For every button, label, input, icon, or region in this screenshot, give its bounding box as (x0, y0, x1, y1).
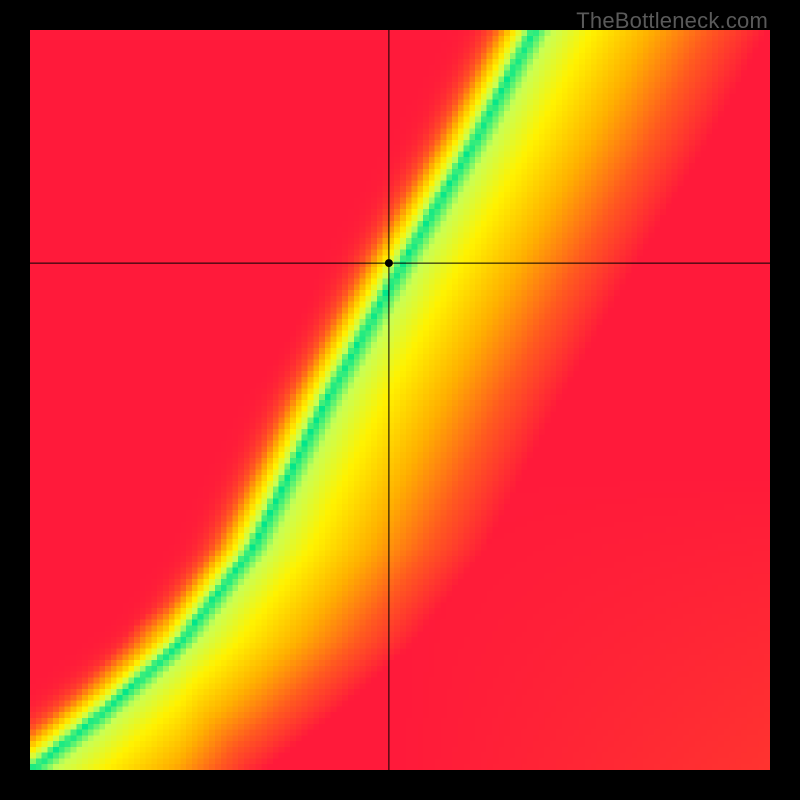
watermark-text: TheBottleneck.com (576, 8, 768, 34)
bottleneck-heatmap (30, 30, 770, 770)
outer-frame: TheBottleneck.com (0, 0, 800, 800)
